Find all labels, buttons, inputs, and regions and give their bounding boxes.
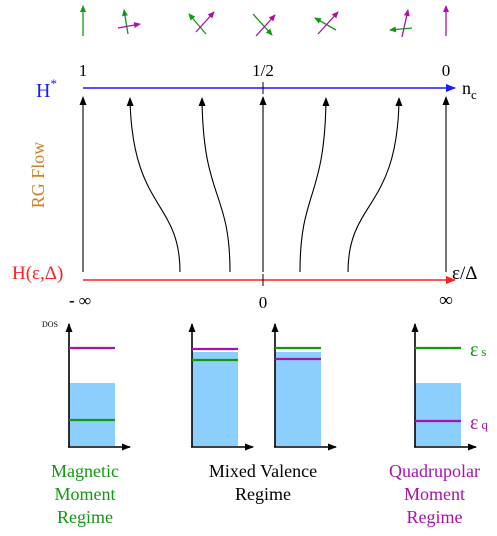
top-tick-label-1: 1: [79, 61, 88, 80]
dos-filled-band: [69, 383, 115, 446]
caption-line: Regime: [235, 484, 291, 504]
top-tick-label-0: 0: [442, 61, 451, 80]
pseudospin-arrows-row: [80, 5, 449, 38]
magenta-arrow-icon: [317, 11, 339, 35]
dos-filled-band: [415, 383, 461, 446]
green-arrow-icon: [252, 13, 273, 36]
flow-curve: [198, 97, 231, 273]
magenta-arrow-icon: [255, 14, 276, 37]
caption-line: Regime: [57, 507, 113, 527]
dos-label: DOS: [42, 320, 58, 329]
caption-line: Regime: [406, 507, 463, 527]
dos-filled-band: [275, 352, 321, 446]
dos-panel-quadrupolar: [411, 323, 477, 451]
mixed-valence-caption: Mixed Valence Regime: [183, 460, 343, 506]
top-tick-label-half: 1/2: [252, 61, 274, 80]
magnetic-moment-caption: Magnetic Moment Regime: [20, 460, 150, 529]
caption-line: Mixed Valence: [208, 461, 318, 481]
dos-panel-magnetic: [65, 323, 131, 451]
bottom-axis-label: H(ε,Δ): [12, 263, 63, 284]
flow-curve: [299, 97, 330, 273]
magenta-arrow-icon: [195, 11, 215, 33]
green-arrow-icon: [389, 26, 413, 33]
green-arrow-icon: [314, 17, 337, 31]
rg-flow-label: RG Flow: [28, 142, 48, 209]
caption-line: Magnetic: [51, 461, 119, 481]
caption-line: Quadrupolar: [389, 461, 480, 481]
top-axis-label: H*: [36, 76, 57, 102]
dos-filled-band: [192, 352, 238, 446]
green-arrow-icon: [122, 9, 129, 35]
dos-panel-mixed-left: [188, 323, 254, 451]
magenta-arrow-icon: [401, 9, 410, 38]
bottom-tick-label-minus-inf: - ∞: [69, 291, 91, 310]
quadrupolar-moment-caption: Quadrupolar Moment Regime: [372, 460, 497, 529]
magenta-arrow-icon: [117, 22, 141, 29]
top-axis: 1 1/2 0 H* nc: [36, 61, 477, 102]
caption-line: Moment: [54, 484, 116, 504]
rg-flow-lines: [79, 96, 450, 273]
top-axis-end-label: nc: [462, 78, 477, 102]
green-arrow-icon: [188, 13, 207, 35]
bottom-tick-label-inf: ∞: [439, 290, 453, 311]
flow-curve: [347, 97, 403, 273]
bottom-axis-end-label: ε/Δ: [452, 263, 477, 284]
bottom-tick-label-0: 0: [259, 293, 268, 312]
caption-line: Moment: [404, 484, 465, 504]
dos-panel-mixed-right: [271, 323, 337, 451]
flow-curve: [126, 97, 181, 273]
bottom-axis: H(ε,Δ) ε/Δ - ∞ 0 ∞: [12, 263, 477, 312]
